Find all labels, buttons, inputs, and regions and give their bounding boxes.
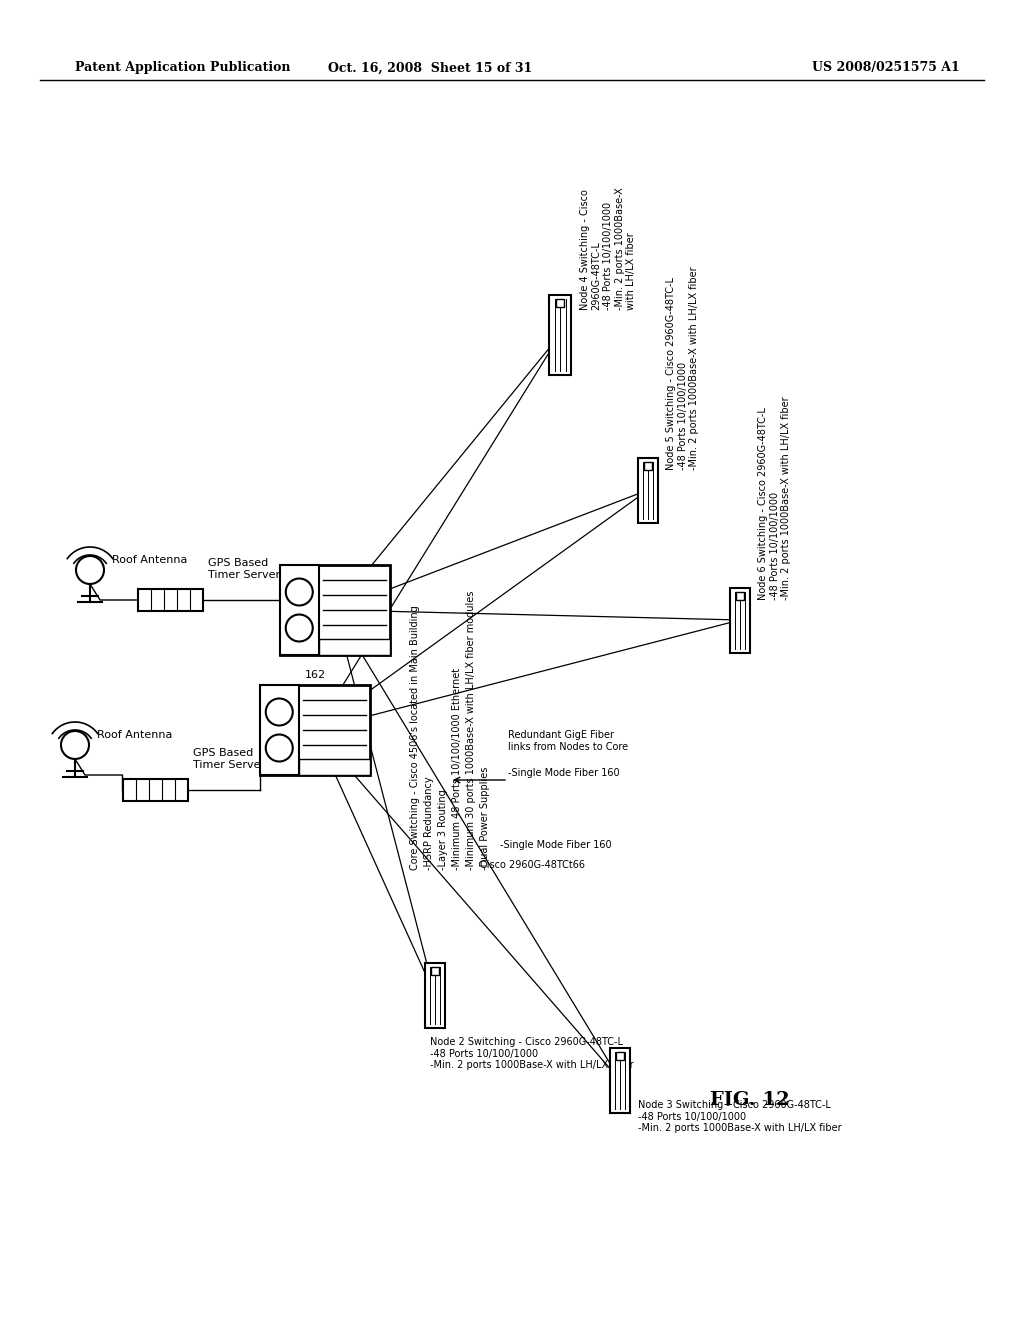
Bar	[299, 759, 370, 775]
Text: -Single Mode Fiber 160: -Single Mode Fiber 160	[508, 768, 620, 777]
Bar	[638, 458, 658, 523]
Text: Roof Antenna: Roof Antenna	[97, 730, 172, 741]
Circle shape	[266, 734, 293, 762]
Bar	[736, 591, 744, 599]
Text: -HSRP Redundancy: -HSRP Redundancy	[424, 776, 434, 870]
Text: Node 6 Switching - Cisco 2960G-48TC-L
-48 Ports 10/100/1000
-Min. 2 ports 1000Ba: Node 6 Switching - Cisco 2960G-48TC-L -4…	[758, 396, 792, 601]
Bar	[280, 565, 390, 655]
Bar	[123, 779, 187, 801]
Circle shape	[61, 731, 89, 759]
Bar	[730, 587, 750, 652]
Text: Redundant GigE Fiber
links from Nodes to Core: Redundant GigE Fiber links from Nodes to…	[508, 730, 628, 751]
Text: Node 2 Switching - Cisco 2960G-48TC-L
-48 Ports 10/100/1000
-Min. 2 ports 1000Ba: Node 2 Switching - Cisco 2960G-48TC-L -4…	[430, 1038, 634, 1071]
Circle shape	[286, 615, 312, 642]
Bar	[549, 294, 571, 375]
Circle shape	[266, 698, 293, 726]
Text: GPS Based
Timer Server: GPS Based Timer Server	[208, 558, 281, 579]
Bar	[425, 962, 445, 1027]
Circle shape	[76, 556, 104, 583]
Bar	[260, 685, 370, 775]
Bar	[616, 1052, 624, 1060]
Text: Oct. 16, 2008  Sheet 15 of 31: Oct. 16, 2008 Sheet 15 of 31	[328, 62, 532, 74]
Text: -Minimum 48 Ports 10/100/1000 Ethernet: -Minimum 48 Ports 10/100/1000 Ethernet	[452, 668, 462, 870]
Text: Core Switching - Cisco 4506's located in Main Building: Core Switching - Cisco 4506's located in…	[410, 606, 420, 870]
Text: Roof Antenna: Roof Antenna	[112, 554, 187, 565]
Text: 162: 162	[304, 671, 326, 680]
Bar	[610, 1048, 630, 1113]
Text: -Dual Power Supplies: -Dual Power Supplies	[480, 767, 490, 870]
Text: Node 5 Switching - Cisco 2960G-48TC-L
-48 Ports 10/100/1000
-Min. 2 ports 1000Ba: Node 5 Switching - Cisco 2960G-48TC-L -4…	[666, 267, 699, 470]
Text: Node 3 Switching - Cisco 2960G-48TC-L
-48 Ports 10/100/1000
-Min. 2 ports 1000Ba: Node 3 Switching - Cisco 2960G-48TC-L -4…	[638, 1100, 842, 1133]
Bar	[137, 589, 203, 611]
Text: Patent Application Publication: Patent Application Publication	[75, 62, 291, 74]
Text: US 2008/0251575 A1: US 2008/0251575 A1	[812, 62, 961, 74]
Text: -Minimum 30 ports 1000Base-X with LH/LX fiber modules: -Minimum 30 ports 1000Base-X with LH/LX …	[466, 590, 476, 870]
Bar	[556, 300, 564, 308]
Text: Node 4 Switching - Cisco
2960G-48TC-L
-48 Ports 10/100/1000
-Min. 2 ports 1000Ba: Node 4 Switching - Cisco 2960G-48TC-L -4…	[580, 187, 636, 310]
Bar	[318, 639, 390, 655]
Text: Cisco 2960G-48TCt66: Cisco 2960G-48TCt66	[480, 861, 585, 870]
Text: -Layer 3 Routing: -Layer 3 Routing	[438, 789, 449, 870]
Bar	[280, 565, 318, 655]
Text: GPS Based
Timer Server: GPS Based Timer Server	[193, 748, 265, 770]
Bar	[644, 462, 652, 470]
Circle shape	[286, 578, 312, 606]
Text: -Single Mode Fiber 160: -Single Mode Fiber 160	[500, 840, 611, 850]
Bar	[431, 966, 439, 974]
Text: FIG. 12: FIG. 12	[711, 1092, 790, 1109]
Bar	[260, 685, 299, 775]
